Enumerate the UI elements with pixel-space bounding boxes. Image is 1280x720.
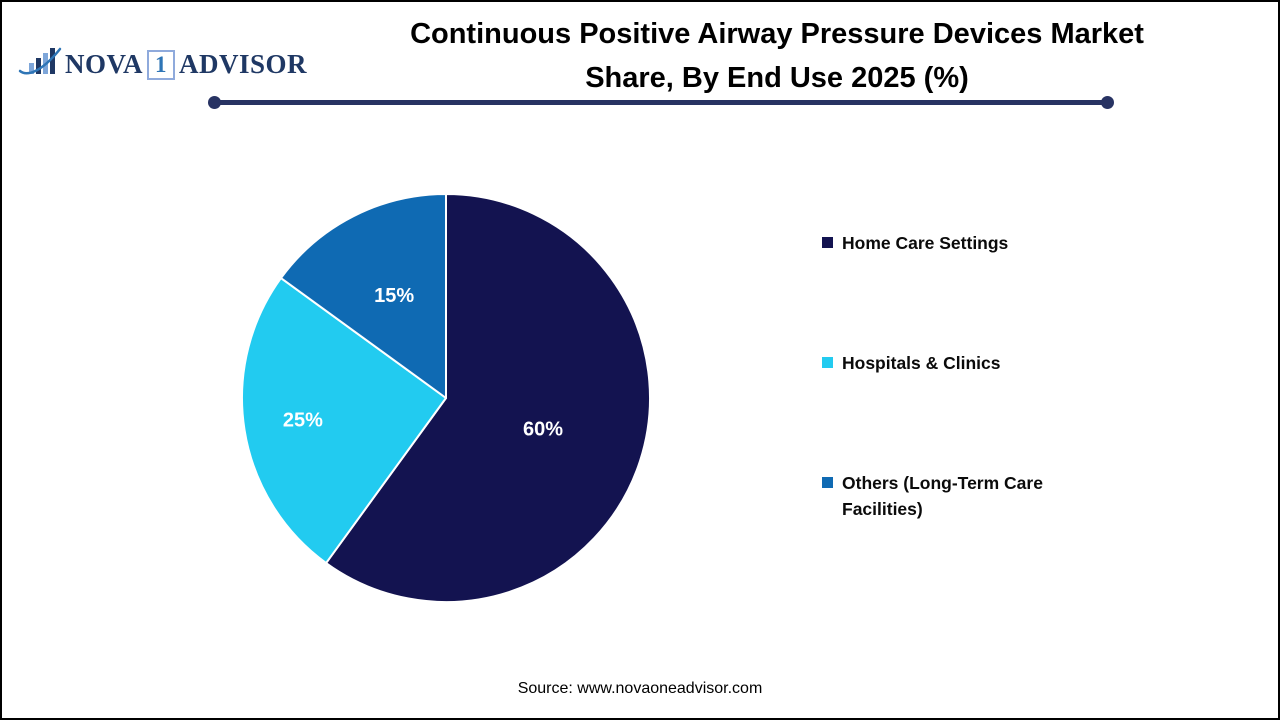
divider-right-endpoint-dot (1101, 96, 1114, 109)
legend-label: Hospitals & Clinics (842, 353, 1001, 373)
brand-logo: NOVA 1 ADVISOR (18, 40, 307, 89)
pie-slice-2 (279, 193, 447, 399)
pie-slice-label-2: 15% (374, 285, 414, 307)
legend-item-hospitals-clinics: Hospitals & Clinics (822, 350, 1097, 376)
legend-label: Others (Long-Term Care Facilities) (842, 473, 1043, 519)
logo-text-one: 1 (147, 49, 176, 80)
legend-label: Home Care Settings (842, 233, 1009, 253)
pie-chart: 60% 25% 15% (241, 193, 651, 603)
source-note: Source: www.novaoneadvisor.com (517, 680, 763, 697)
legend-swatch-others (822, 477, 833, 488)
logo-text-nova: NOVA (65, 49, 144, 79)
legend-swatch-hospitals-clinics (822, 357, 833, 368)
pie-slice-1 (241, 277, 447, 565)
legend-item-others: Others (Long-Term Care Facilities) (822, 470, 1097, 522)
pie-slice-label-0: 60% (523, 419, 563, 441)
chart-title: Continuous Positive Airway Pressure Devi… (342, 12, 1212, 100)
chart-title-line-2: Share, By End Use 2025 (%) (585, 62, 969, 94)
title-underline (208, 96, 1114, 109)
bar-chart-swoosh-icon (18, 40, 62, 89)
divider-left-endpoint-dot (208, 96, 221, 109)
logo-text-advisor: ADVISOR (179, 49, 308, 79)
legend-item-home-care: Home Care Settings (822, 230, 1097, 256)
legend-swatch-home-care (822, 237, 833, 248)
pie-slice-0 (325, 193, 651, 603)
pie-slice-label-1: 25% (283, 410, 323, 432)
chart-title-line-1: Continuous Positive Airway Pressure Devi… (410, 18, 1144, 50)
legend: Home Care Settings Hospitals & Clinics O… (822, 230, 1097, 522)
